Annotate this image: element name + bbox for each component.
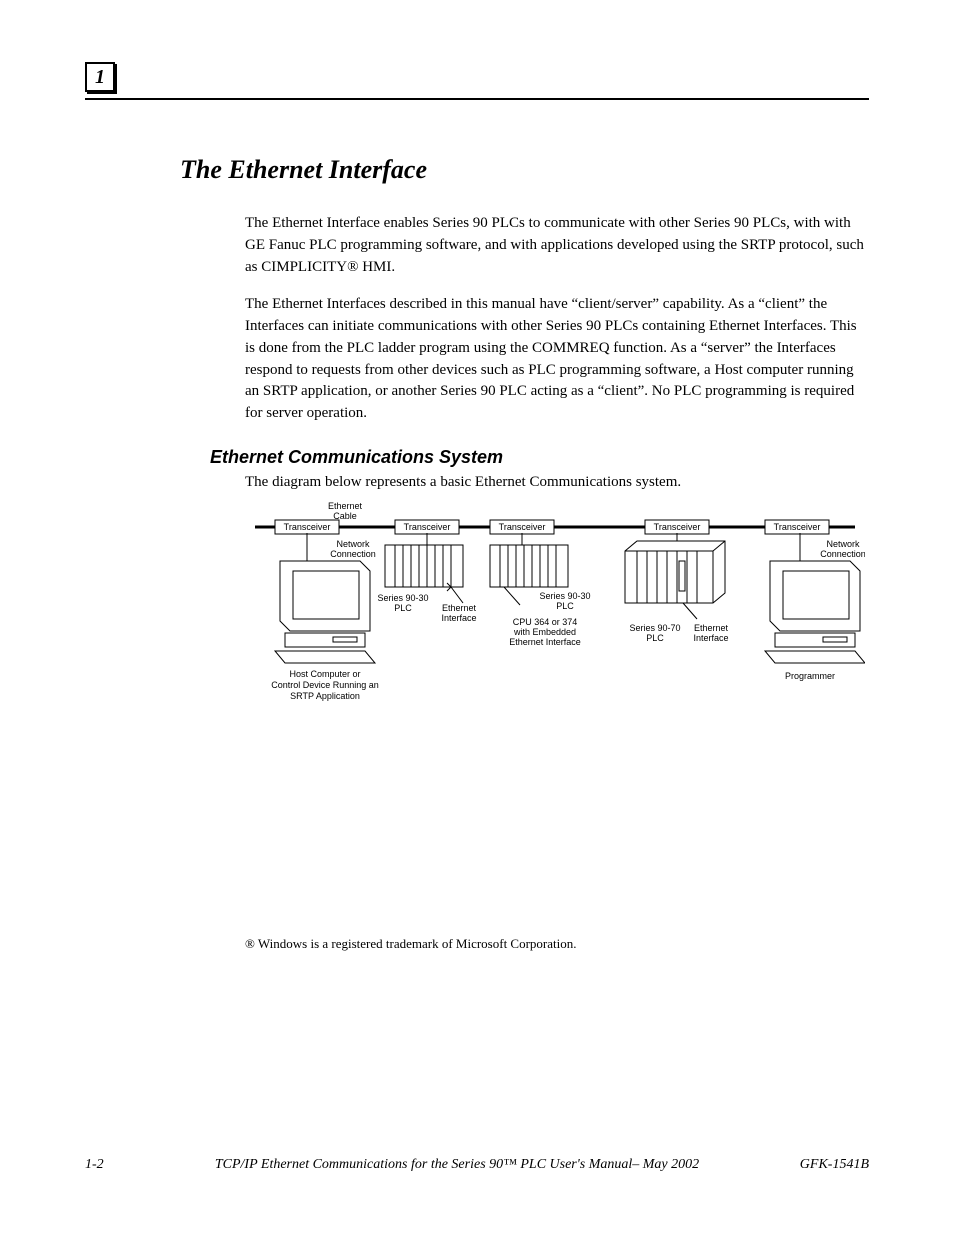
paragraph-1: The Ethernet Interface enables Series 90… [245,213,864,278]
svg-text:Transceiver: Transceiver [654,522,701,532]
footer-title: TCP/IP Ethernet Communications for the S… [145,1157,769,1173]
svg-text:Series 90-30PLC: Series 90-30PLC [539,591,590,611]
svg-text:CPU 364 or 374with EmbeddedEth: CPU 364 or 374with EmbeddedEthernet Inte… [509,617,581,647]
ethernet-diagram: EthernetCable Transceiver Transceiver Tran… [245,501,865,731]
svg-text:Series 90-30PLC: Series 90-30PLC [377,593,428,613]
main-content: The Ethernet Interface The Ethernet Inte… [180,155,864,952]
svg-text:Transceiver: Transceiver [404,522,451,532]
header-rule [85,98,869,100]
svg-text:Transceiver: Transceiver [499,522,546,532]
chapter-number-box: 1 [85,62,115,92]
page-footer: 1-2 TCP/IP Ethernet Communications for t… [85,1157,869,1173]
svg-text:Host Computer orControl Device: Host Computer orControl Device Running a… [271,669,379,701]
section-title: The Ethernet Interface [180,155,864,185]
svg-text:NetworkConnection: NetworkConnection [330,539,376,559]
diagram-caption: The diagram below represents a basic Eth… [245,474,864,491]
footer-doc-id: GFK-1541B [769,1157,869,1173]
trademark-note: ® Windows is a registered trademark of M… [245,936,864,952]
svg-text:Series 90-70PLC: Series 90-70PLC [629,623,680,643]
svg-text:NetworkConnection: NetworkConnection [820,539,865,559]
chapter-number: 1 [95,66,105,89]
svg-text:EthernetCable: EthernetCable [328,501,363,521]
diagram-container: EthernetCable Transceiver Transceiver Tran… [245,501,864,736]
footer-page-number: 1-2 [85,1157,145,1173]
svg-text:Transceiver: Transceiver [774,522,821,532]
subsection-title: Ethernet Communications System [210,447,864,468]
svg-text:Transceiver: Transceiver [284,522,331,532]
svg-text:EthernetInterface: EthernetInterface [441,603,476,623]
paragraph-2: The Ethernet Interfaces described in thi… [245,294,864,425]
svg-text:Programmer: Programmer [785,671,835,681]
svg-text:EthernetInterface: EthernetInterface [693,623,728,643]
